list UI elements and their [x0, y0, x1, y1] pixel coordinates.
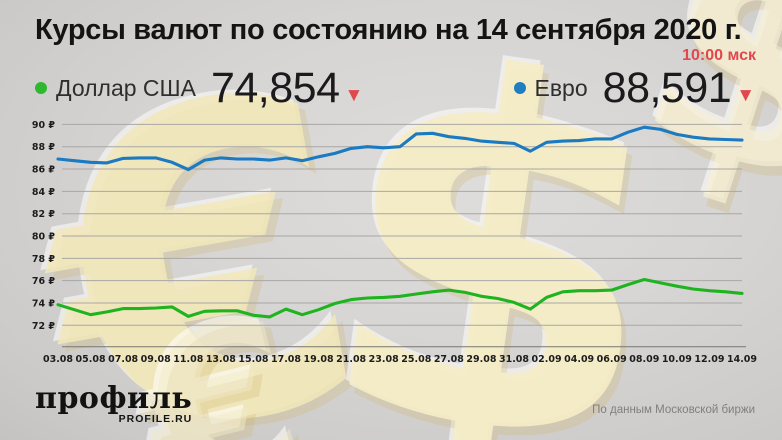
- euro-trend-down-icon: ▼: [736, 84, 755, 106]
- x-tick-label: 10.09: [662, 354, 692, 365]
- usd-dot-icon: [35, 82, 47, 94]
- legend: Доллар США 74,854 ▼ Евро 88,591 ▼: [35, 62, 755, 114]
- usd-value: 74,854: [210, 63, 340, 112]
- y-tick-label: 72 ₽: [32, 321, 56, 332]
- timestamp: 10:00 мск: [682, 47, 756, 64]
- profil-logo-wordmark: профиль: [35, 381, 193, 416]
- usd-indicator: Доллар США 74,854 ▼: [35, 64, 363, 113]
- y-tick-label: 74 ₽: [32, 298, 56, 309]
- profil-logo: профиль PROFILE.RU: [35, 383, 192, 425]
- euro-label: Евро: [534, 74, 588, 101]
- usd-label: Доллар США: [56, 74, 196, 101]
- euro-indicator: Евро 88,591 ▼: [513, 63, 755, 113]
- page-title: Курсы валют по состоянию на 14 сентября …: [35, 14, 742, 46]
- euro-dot-icon: [513, 82, 526, 94]
- x-tick-label: 14.09: [727, 354, 757, 365]
- euro-value: 88,591: [602, 63, 732, 112]
- data-source-note: По данным Московской биржи: [592, 404, 755, 416]
- y-tick-label: 76 ₽: [32, 276, 56, 287]
- usd-trend-down-icon: ▼: [344, 84, 364, 106]
- x-tick-label: 12.09: [694, 354, 724, 365]
- profil-logo-url: PROFILE.RU: [118, 412, 193, 425]
